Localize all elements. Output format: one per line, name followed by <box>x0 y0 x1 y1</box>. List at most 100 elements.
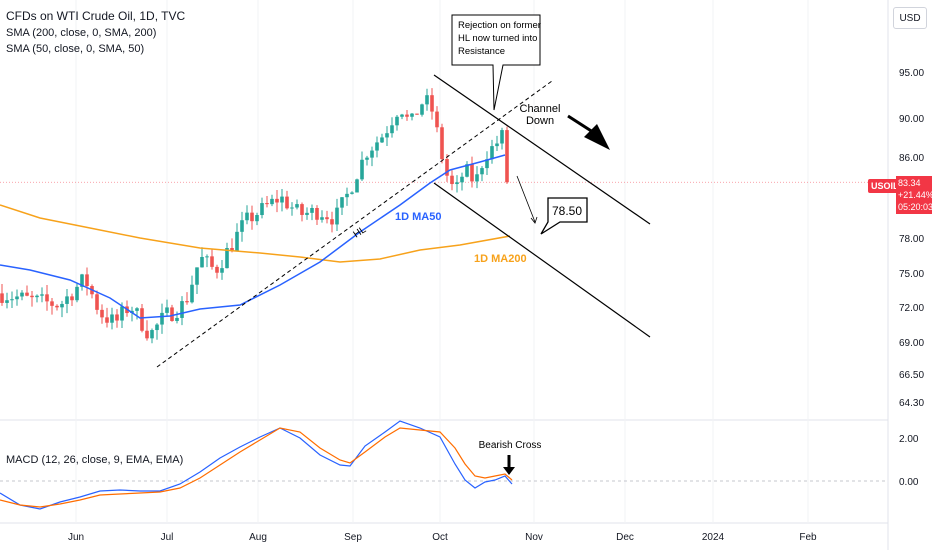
candle <box>35 295 39 298</box>
candle <box>280 196 284 203</box>
time-axis-label: Jun <box>68 532 84 543</box>
candle <box>440 127 444 160</box>
candle <box>305 212 309 215</box>
price-tag-symbol: USOIL <box>868 179 902 193</box>
candle <box>435 111 439 128</box>
candle <box>120 306 124 321</box>
candle <box>135 308 139 311</box>
sma200-legend[interactable]: SMA (200, close, 0, SMA, 200) <box>6 27 157 39</box>
ma50-label: 1D MA50 <box>395 211 441 223</box>
ma50-line <box>0 154 506 319</box>
candle <box>375 142 379 151</box>
price-axis-label: 64.30 <box>899 398 924 409</box>
bearish-cross-label: Bearish Cross <box>479 440 542 451</box>
macd-line <box>0 420 513 510</box>
candle <box>475 174 479 182</box>
candle <box>390 125 394 134</box>
price-axis-label: 72.00 <box>899 303 924 314</box>
candle <box>450 175 454 185</box>
candle <box>385 133 389 138</box>
candle <box>405 114 409 117</box>
macd-axis-label: 2.00 <box>899 434 919 445</box>
candle <box>275 198 279 203</box>
price-axis-label: 90.00 <box>899 114 924 125</box>
candle <box>360 159 364 180</box>
candle <box>220 268 224 273</box>
candle <box>210 256 214 267</box>
candle <box>380 137 384 143</box>
candle <box>410 113 414 117</box>
candle <box>345 193 349 198</box>
candle <box>205 256 209 258</box>
candle <box>235 231 239 252</box>
candles <box>0 88 509 344</box>
candle <box>265 203 269 205</box>
candle <box>485 159 489 169</box>
candle <box>310 207 314 213</box>
price-tag-change: +21.44% <box>898 190 932 200</box>
time-axis-label: Jul <box>161 532 174 543</box>
candle <box>320 217 324 220</box>
candle <box>40 294 44 296</box>
candle <box>285 196 289 209</box>
candle <box>260 203 264 216</box>
candle <box>105 317 109 323</box>
candle <box>470 164 474 182</box>
candle <box>300 204 304 215</box>
candle <box>155 324 159 331</box>
candle <box>480 168 484 175</box>
target-callout-box <box>540 197 588 235</box>
candle <box>430 95 434 112</box>
channel-label-line1: Channel <box>520 103 561 115</box>
candle <box>95 294 99 310</box>
candle <box>70 296 74 301</box>
candle <box>415 113 419 115</box>
candle <box>350 192 354 194</box>
candle <box>165 307 169 313</box>
macd-signal-line <box>0 427 513 508</box>
time-axis-label: Nov <box>525 532 543 543</box>
candle <box>490 146 494 160</box>
candle <box>150 330 154 339</box>
candle <box>60 303 64 308</box>
rejection-callout-text: Rejection on former <box>458 20 541 31</box>
candle <box>365 157 369 160</box>
candle <box>85 274 89 287</box>
time-axis-label: Aug <box>249 532 267 543</box>
candle <box>170 307 174 321</box>
candle <box>315 207 319 220</box>
candle <box>215 266 219 273</box>
price-axis-label: 66.50 <box>899 370 924 381</box>
ma200-label: 1D MA200 <box>474 253 527 265</box>
candle <box>445 159 449 176</box>
candle <box>25 292 29 296</box>
currency-button[interactable]: USD <box>893 7 927 29</box>
candle <box>245 212 249 221</box>
candle <box>355 179 359 193</box>
cross-arrow-head <box>503 467 515 475</box>
candle <box>75 286 79 301</box>
candle <box>195 267 199 285</box>
time-axis-label: 2024 <box>702 532 725 543</box>
channel-lower-line <box>433 182 651 338</box>
candle <box>115 314 119 321</box>
macd-legend[interactable]: MACD (12, 26, close, 9, EMA, EMA) <box>6 454 184 466</box>
candle <box>250 212 254 222</box>
candle <box>335 207 339 225</box>
target-callout-text: 78.50 <box>552 204 582 218</box>
chart-title: CFDs on WTI Crude Oil, 1D, TVC <box>6 9 186 23</box>
candle <box>180 301 184 318</box>
hl-trendline <box>156 80 553 368</box>
candle <box>255 215 259 222</box>
time-axis-label: Dec <box>616 532 634 543</box>
candle <box>175 317 179 321</box>
candle <box>190 284 194 303</box>
candle <box>425 95 429 105</box>
candle <box>225 248 229 269</box>
time-axis-label: Sep <box>344 532 362 543</box>
sma50-legend[interactable]: SMA (50, close, 0, SMA, 50) <box>6 43 145 55</box>
price-axis-label: 95.00 <box>899 68 924 79</box>
price-tag-countdown: 05:20:03 <box>898 202 932 212</box>
target-arrow-head <box>530 216 538 224</box>
